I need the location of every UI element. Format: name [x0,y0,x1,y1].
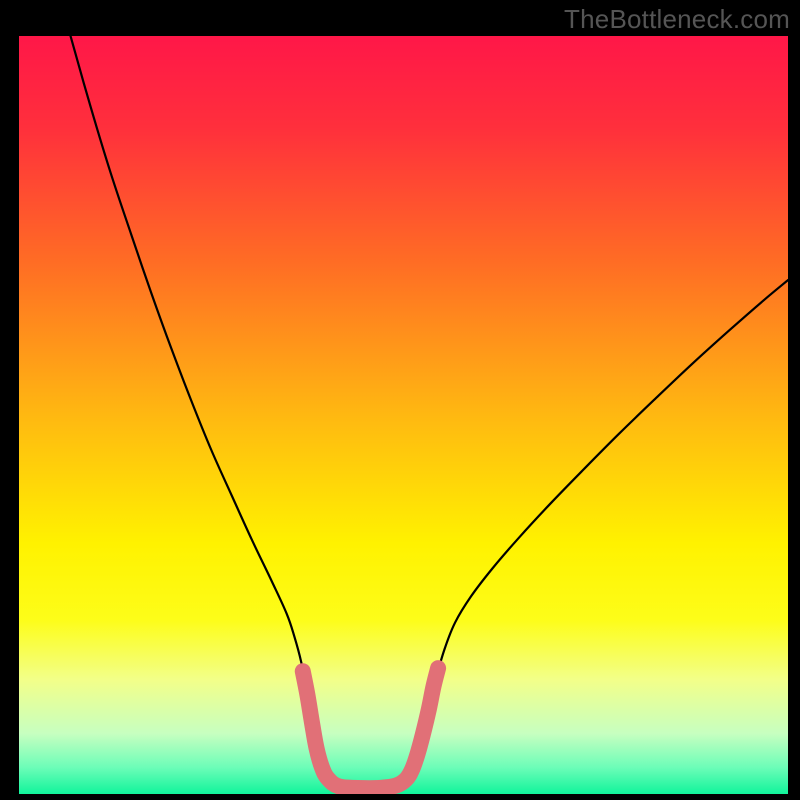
chart-svg [19,36,788,794]
gradient-background [19,36,788,794]
chart-area [19,36,788,794]
watermark-text: TheBottleneck.com [564,4,790,35]
